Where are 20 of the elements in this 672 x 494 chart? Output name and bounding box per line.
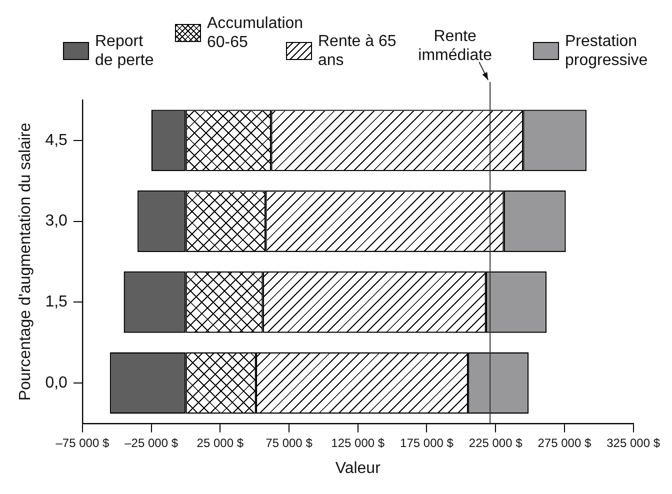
legend-label: Report de perte	[95, 32, 155, 70]
legend-label: Prestation progressive	[565, 32, 649, 70]
y-tick-label: 1,5	[45, 294, 68, 311]
x-tick-label: 75 000 $	[266, 436, 313, 450]
y-tick-label: 0,0	[45, 374, 68, 392]
y-axis-title: Pourcentage d'augmentation du salaire	[17, 122, 34, 401]
x-tick-label: 25 000 $	[196, 436, 244, 450]
x-axis-title: Valeur	[335, 460, 382, 477]
x-tick-label: 175 000 $	[400, 436, 454, 450]
ref-line-label: Rente immédiate	[418, 28, 492, 64]
legend-label: Accumulation 60-65	[207, 14, 304, 52]
y-tick-label: 4,5	[45, 132, 68, 149]
x-tick-label: 225 000 $	[468, 436, 523, 450]
legend-label: Rente à 65 ans	[318, 32, 398, 70]
y-tick-label: 3,0	[45, 212, 68, 230]
x-tick-label: 325 000 $	[606, 436, 660, 450]
x-tick-label: 125 000 $	[331, 436, 385, 450]
x-tick-label: 275 000 $	[538, 436, 592, 450]
x-tick-label: –75 000 $	[56, 436, 110, 450]
x-tick-label: –25 000 $	[124, 436, 178, 450]
